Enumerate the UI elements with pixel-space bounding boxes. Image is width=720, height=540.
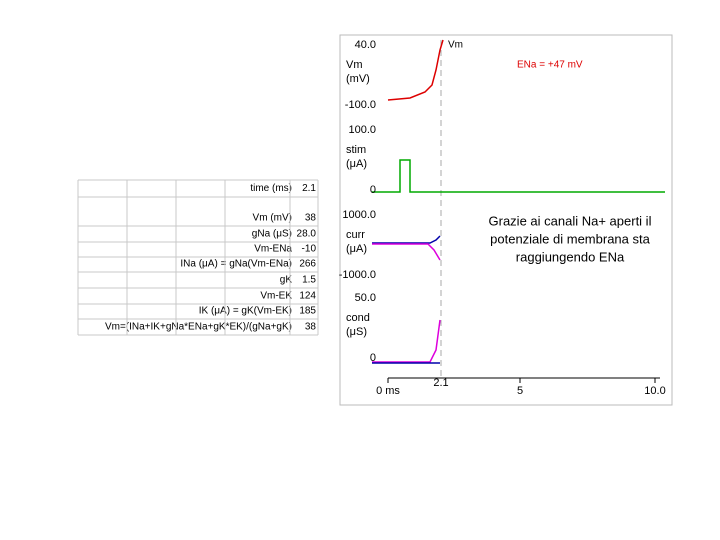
- panel-top-tick: 50.0: [355, 292, 376, 304]
- panel-bottom-tick: 0: [370, 184, 376, 196]
- row-value: 266: [299, 259, 316, 270]
- row-label: INa (μA) = gNa(Vm-ENa): [180, 259, 292, 270]
- row-value: 185: [299, 306, 316, 317]
- panel-label: curr: [346, 229, 365, 241]
- row-label: gNa (μS): [252, 229, 292, 240]
- marker-label: 2.1: [433, 377, 448, 389]
- panel-bottom-tick: -1000.0: [339, 269, 376, 281]
- row-label: Vm (mV): [253, 213, 292, 224]
- row-label: IK (μA) = gK(Vm-EK): [199, 306, 292, 317]
- x-tick-label: 0 ms: [376, 385, 400, 397]
- panel-top-tick: 40.0: [355, 39, 376, 51]
- ik-trace: [372, 235, 441, 244]
- table: time (ms) 2.1 Vm (mV) 38 gNa (μS) 28.0 Vm-ENa -…: [77, 179, 319, 336]
- row-label: Vm-ENa: [254, 244, 292, 255]
- row-label: Vm-EK: [260, 291, 292, 302]
- panel-label: stim: [346, 144, 366, 156]
- vm-label: Vm: [448, 40, 463, 51]
- row-label: Vm=(INa+IK+gNa*ENa+gK*EK)/(gNa+gK): [105, 322, 292, 333]
- panel-label: (μS): [346, 326, 367, 338]
- annotation-line: raggiungendo ENa: [516, 249, 625, 264]
- ena-label: ENa = +47 mV: [517, 60, 583, 71]
- row-label: time (ms): [250, 183, 292, 194]
- x-tick-label: 5: [517, 385, 523, 397]
- ina-trace: [372, 243, 441, 261]
- panel-label: (mV): [346, 73, 370, 85]
- row-value: 38: [305, 322, 317, 333]
- x-tick-label: 10.0: [644, 385, 665, 397]
- plot: 40.0 -100.0 Vm (mV) 100.0 0 stim (μA) 1000.0 -100…: [339, 39, 666, 397]
- row-value: 28.0: [297, 229, 317, 240]
- row-value: 124: [299, 291, 316, 302]
- row-value: -10: [302, 244, 317, 255]
- annotation: Grazie ai canali Na+ aperti il potenziale…: [489, 213, 652, 264]
- panel-top-tick: 1000.0: [342, 209, 376, 221]
- stim-trace: [372, 159, 665, 193]
- gna-trace: [372, 319, 441, 363]
- panel-label: (μA): [346, 243, 367, 255]
- panel-bottom-tick: -100.0: [345, 99, 376, 111]
- row-value: 1.5: [302, 275, 316, 286]
- row-value: 38: [305, 213, 317, 224]
- plot-frame: [339, 34, 673, 406]
- panel-label: cond: [346, 312, 370, 324]
- panel-label: (μA): [346, 158, 367, 170]
- row-label: gK: [280, 275, 293, 286]
- vm-trace: [387, 39, 444, 101]
- annotation-line: Grazie ai canali Na+ aperti il: [489, 213, 652, 228]
- annotation-line: potenziale di membrana sta: [490, 231, 650, 246]
- row-value: 2.1: [302, 183, 316, 194]
- panel-label: Vm: [346, 59, 363, 71]
- panel-bottom-tick: 0: [370, 352, 376, 364]
- panel-top-tick: 100.0: [348, 124, 376, 136]
